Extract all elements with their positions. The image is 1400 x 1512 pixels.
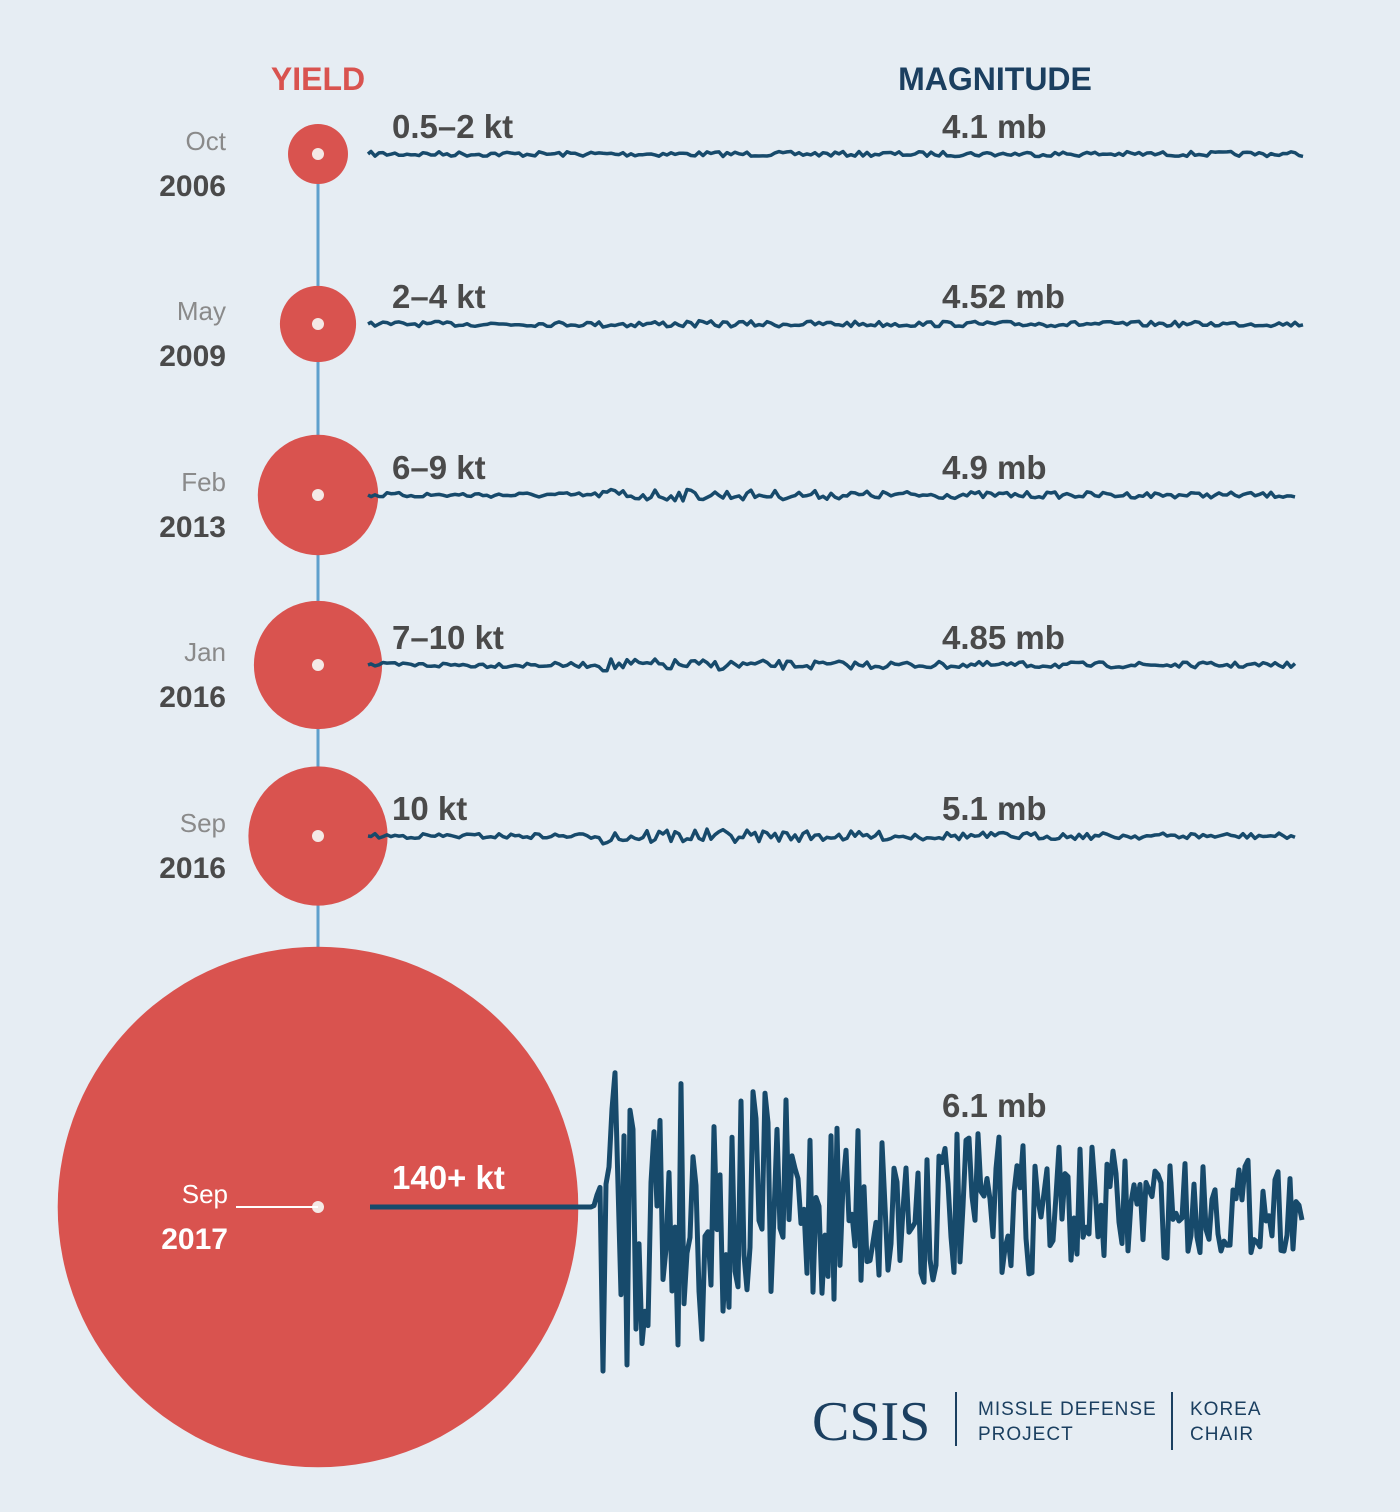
project-line-2: PROJECT [978, 1424, 1074, 1445]
yield-center-dot [312, 489, 324, 501]
seismograph-trace [367, 827, 1296, 846]
event-month-label: Feb [181, 467, 226, 497]
yield-value-label: 2–4 kt [392, 278, 486, 315]
yield-header: YIELD [271, 61, 365, 97]
project-line-1: MISSLE DEFENSE [978, 1399, 1157, 1420]
seismograph-trace [588, 1070, 1305, 1374]
yield-center-dot [312, 659, 324, 671]
event-year-label: 2009 [159, 340, 226, 373]
event-year-label: 2016 [159, 681, 226, 714]
chair-line-1: KOREA [1190, 1399, 1262, 1420]
magnitude-header: MAGNITUDE [898, 61, 1092, 97]
event-row: Feb 2013 6–9 kt 4.9 mb [159, 434, 1296, 556]
event-row: Sep 2017 140+ kt 6.1 mb [57, 946, 1305, 1468]
yield-center-dot [312, 830, 324, 842]
event-row: Oct 2006 0.5–2 kt 4.1 mb [159, 108, 1304, 203]
events-layer: Oct 2006 0.5–2 kt 4.1 mb May 2009 2–4 kt 4.52 m… [57, 108, 1305, 1468]
magnitude-value-label: 4.1 mb [942, 108, 1047, 145]
seismograph-trace [367, 487, 1296, 503]
csis-logo: CSIS [812, 1391, 930, 1453]
event-year-label: 2006 [159, 170, 226, 203]
event-year-label: 2016 [159, 852, 226, 885]
magnitude-value-label: 5.1 mb [942, 790, 1047, 827]
magnitude-value-label: 4.9 mb [942, 449, 1047, 486]
magnitude-value-label: 4.85 mb [942, 619, 1065, 656]
event-year-label: 2017 [161, 1223, 228, 1256]
yield-value-label: 140+ kt [392, 1159, 505, 1196]
chair-line-2: CHAIR [1190, 1424, 1254, 1445]
event-row: Jan 2016 7–10 kt 4.85 mb [159, 600, 1297, 730]
yield-value-label: 7–10 kt [392, 619, 504, 656]
event-row: May 2009 2–4 kt 4.52 mb [159, 278, 1304, 373]
seismograph-trace [367, 318, 1304, 329]
event-month-label: Jan [184, 637, 226, 667]
yield-center-dot [312, 318, 324, 330]
yield-value-label: 0.5–2 kt [392, 108, 513, 145]
csis-footer: CSIS MISSLE DEFENSE PROJECT KOREA CHAIR [812, 1391, 1262, 1453]
seismograph-trace [366, 149, 1304, 159]
event-month-label: Sep [180, 808, 226, 838]
magnitude-value-label: 6.1 mb [942, 1087, 1047, 1124]
seismograph-trace [367, 657, 1297, 673]
event-month-label: Sep [182, 1179, 228, 1209]
event-row: Sep 2016 10 kt 5.1 mb [159, 766, 1296, 906]
yield-center-dot [312, 148, 324, 160]
event-year-label: 2013 [159, 511, 226, 544]
event-month-label: May [177, 296, 226, 326]
magnitude-value-label: 4.52 mb [942, 278, 1065, 315]
yield-value-label: 6–9 kt [392, 449, 486, 486]
yield-value-label: 10 kt [392, 790, 467, 827]
event-month-label: Oct [186, 126, 227, 156]
